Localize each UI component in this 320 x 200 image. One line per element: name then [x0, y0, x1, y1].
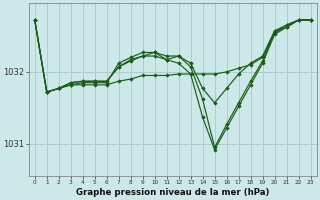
X-axis label: Graphe pression niveau de la mer (hPa): Graphe pression niveau de la mer (hPa) — [76, 188, 269, 197]
